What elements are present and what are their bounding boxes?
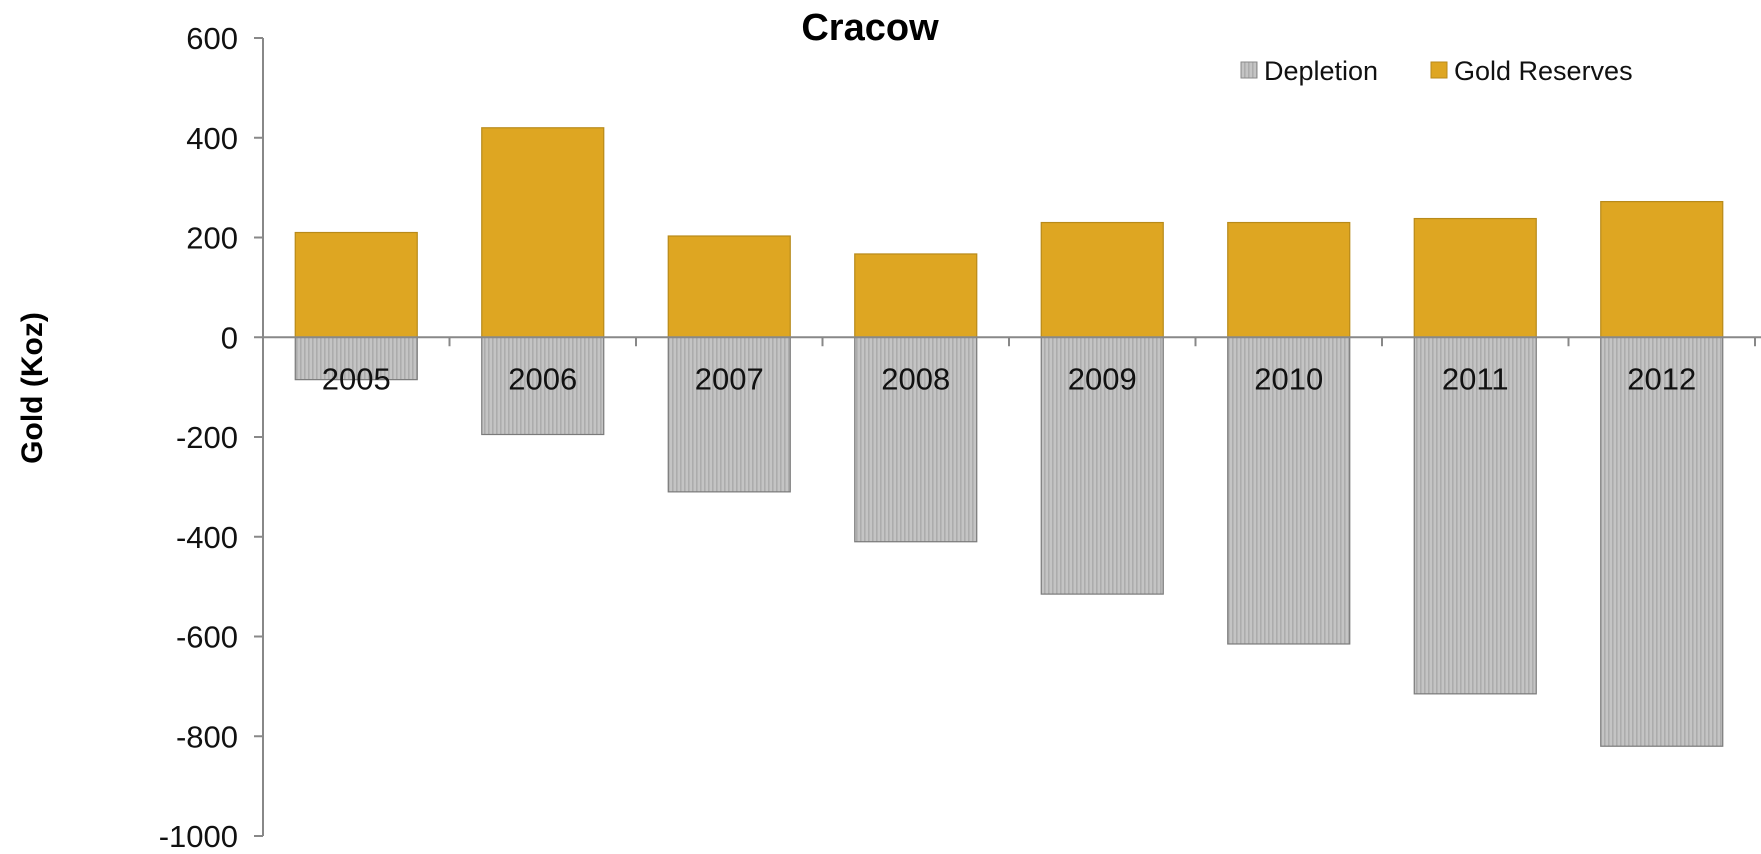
y-tick-label: 200 bbox=[186, 221, 238, 256]
bar-depletion bbox=[1227, 336, 1351, 645]
bars bbox=[294, 127, 1724, 747]
x-category-label: 2008 bbox=[881, 361, 950, 396]
bar-depletion bbox=[481, 336, 605, 436]
y-axis-label: Gold (Koz) bbox=[16, 312, 49, 464]
x-category-label: 2011 bbox=[1442, 361, 1509, 396]
x-category-label: 2007 bbox=[695, 361, 764, 396]
x-category-label: 2009 bbox=[1068, 361, 1137, 396]
y-tick-label: 600 bbox=[186, 21, 238, 56]
bar-gold-reserves bbox=[854, 253, 978, 338]
bar-gold-reserves bbox=[294, 231, 418, 338]
bar-gold-reserves bbox=[481, 127, 605, 338]
y-tick-label: -200 bbox=[176, 420, 238, 455]
legend-swatch bbox=[1430, 61, 1448, 79]
y-tick-label: -600 bbox=[176, 620, 238, 655]
bar-gold-reserves bbox=[1040, 221, 1164, 338]
y-tick-label: 0 bbox=[221, 320, 238, 355]
x-category-label: 2006 bbox=[508, 361, 577, 396]
y-tick-label: -800 bbox=[176, 719, 238, 754]
bar-gold-reserves bbox=[1600, 200, 1724, 338]
x-category-label: 2005 bbox=[322, 361, 391, 396]
bar-depletion bbox=[1040, 336, 1164, 595]
bar-depletion bbox=[667, 336, 791, 493]
bar-depletion bbox=[1600, 336, 1724, 747]
axes bbox=[262, 38, 1761, 836]
legend-swatch bbox=[1240, 61, 1258, 79]
bar-gold-reserves bbox=[667, 235, 791, 338]
x-category-label: 2010 bbox=[1254, 361, 1323, 396]
x-axis-category-labels: 2005 2006 2007 2008 2009 2010 2011 2012 bbox=[322, 361, 1696, 396]
x-category-label: 2012 bbox=[1627, 361, 1696, 396]
bar-gold-reserves bbox=[1227, 221, 1351, 338]
y-tick-label: -1000 bbox=[159, 819, 238, 854]
y-axis-ticks: 600 400 200 0 -200 -400 -600 -800 -1000 bbox=[159, 21, 263, 854]
bar-depletion bbox=[294, 336, 418, 381]
legend-label: Gold Reserves bbox=[1454, 56, 1633, 86]
bar-gold-reserves bbox=[1413, 217, 1537, 338]
chart-title: Cracow bbox=[801, 7, 939, 49]
legend-label: Depletion bbox=[1264, 56, 1378, 86]
y-tick-label: -400 bbox=[176, 520, 238, 555]
y-tick-label: 400 bbox=[186, 121, 238, 156]
legend: Depletion Gold Reserves bbox=[1240, 56, 1633, 86]
bar-depletion bbox=[854, 336, 978, 543]
